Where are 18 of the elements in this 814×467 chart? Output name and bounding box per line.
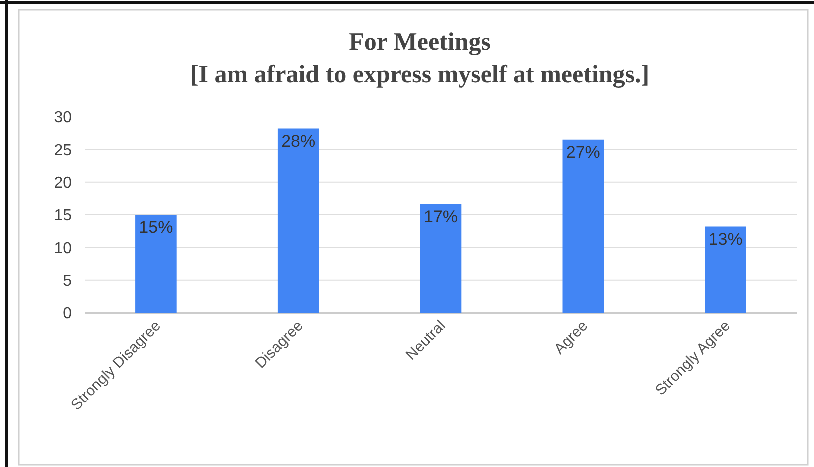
data-label: 17% xyxy=(424,208,458,227)
chart-title: For Meetings [I am afraid to express myself at meetings.] xyxy=(190,29,650,88)
bar xyxy=(420,204,462,313)
data-label: 15% xyxy=(139,218,174,237)
y-tick-label: 0 xyxy=(63,306,72,323)
y-tick-label: 15 xyxy=(54,208,72,225)
bar xyxy=(136,215,177,313)
y-tick-label: 5 xyxy=(63,272,72,290)
bar xyxy=(705,226,746,313)
data-label: 28% xyxy=(282,132,316,151)
y-tick-label: 30 xyxy=(54,110,72,127)
bar xyxy=(278,128,320,313)
data-label: 27% xyxy=(566,142,600,162)
y-tick-label: 25 xyxy=(54,142,72,160)
bar xyxy=(562,140,604,313)
y-tick-label: 20 xyxy=(54,174,72,192)
data-label: 13% xyxy=(708,230,743,249)
y-tick-label: 10 xyxy=(54,240,72,258)
